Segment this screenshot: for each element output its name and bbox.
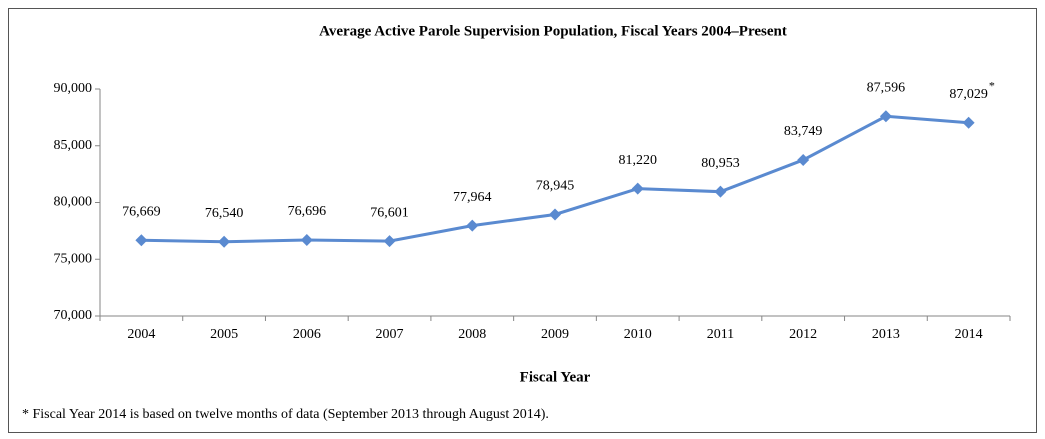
y-tick-label: 85,000 [54, 138, 93, 153]
x-tick-label: 2012 [789, 327, 817, 342]
data-label: 80,953 [701, 156, 740, 171]
x-tick-label: 2013 [872, 327, 900, 342]
data-label: 76,540 [205, 206, 244, 221]
x-tick-label: 2011 [707, 327, 734, 342]
x-tick-label: 2009 [541, 327, 569, 342]
x-axis-label: Fiscal Year [520, 369, 591, 385]
data-label: 78,945 [536, 179, 575, 194]
marker [466, 219, 479, 232]
data-label: 83,749 [784, 124, 823, 139]
data-label: 76,696 [288, 204, 327, 219]
x-tick-label: 2007 [376, 327, 404, 342]
x-tick-label: 2010 [624, 327, 652, 342]
x-tick-label: 2014 [955, 327, 983, 342]
frame [8, 8, 1037, 433]
x-tick-label: 2004 [127, 327, 155, 342]
y-tick-label: 70,000 [54, 308, 93, 323]
chart-title: Average Active Parole Supervision Popula… [319, 23, 787, 39]
data-label: 81,220 [618, 153, 657, 168]
marker [300, 234, 313, 247]
marker [714, 185, 727, 198]
data-label: 87,029 [949, 87, 988, 102]
marker [135, 234, 148, 247]
marker [218, 235, 231, 248]
marker [631, 182, 644, 195]
y-tick-label: 75,000 [54, 251, 93, 266]
data-label: 76,601 [370, 205, 409, 220]
marker [549, 208, 561, 221]
x-tick-label: 2008 [458, 327, 486, 342]
marker [383, 235, 396, 248]
x-tick-label: 2006 [293, 327, 321, 342]
marker [962, 116, 975, 129]
data-label: 87,596 [867, 81, 906, 96]
data-label: 77,964 [453, 190, 492, 205]
marker [879, 110, 892, 123]
data-label: 76,669 [122, 205, 161, 220]
x-tick-label: 2005 [210, 327, 238, 342]
data-label-note: * [989, 78, 995, 92]
y-tick-label: 90,000 [54, 81, 93, 96]
marker [797, 153, 810, 166]
footnote: * Fiscal Year 2014 is based on twelve mo… [22, 407, 549, 422]
y-tick-label: 80,000 [54, 195, 93, 210]
